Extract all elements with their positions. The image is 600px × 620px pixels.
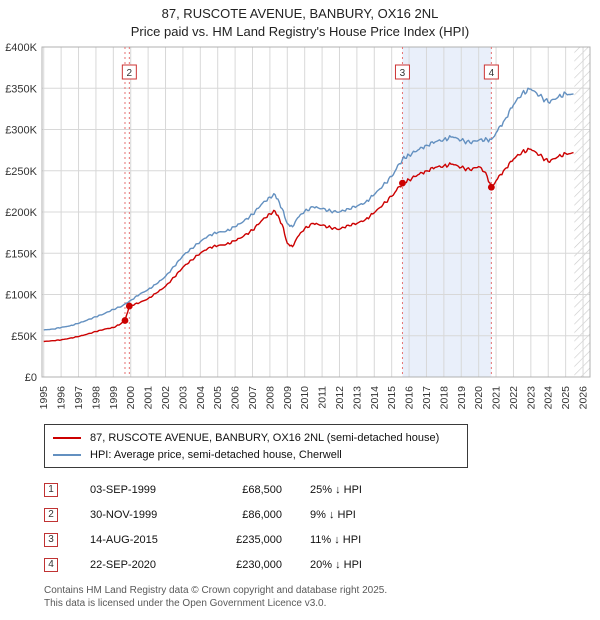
svg-text:2016: 2016 (404, 386, 416, 410)
svg-text:£350K: £350K (5, 84, 37, 96)
svg-text:2008: 2008 (264, 386, 276, 410)
svg-text:2014: 2014 (369, 386, 381, 410)
svg-text:2019: 2019 (456, 386, 468, 410)
svg-text:£300K: £300K (5, 125, 37, 137)
sale-row-4: 4 22-SEP-2020 £230,000 20% ↓ HPI (44, 552, 600, 577)
svg-text:2001: 2001 (143, 386, 155, 410)
sale-number-badge: 2 (44, 507, 58, 522)
legend-item-hpi: HPI: Average price, semi-detached house,… (53, 446, 459, 463)
svg-text:£250K: £250K (5, 166, 37, 178)
sale-price: £230,000 (236, 558, 282, 571)
svg-text:2025: 2025 (560, 386, 572, 410)
svg-text:4: 4 (489, 68, 495, 79)
sale-row-1: 1 03-SEP-1999 £68,500 25% ↓ HPI (44, 477, 600, 502)
svg-text:1998: 1998 (90, 386, 102, 410)
sale-price: £235,000 (236, 533, 282, 546)
sale-hpi-delta: 25% ↓ HPI (310, 483, 362, 496)
sale-hpi-delta: 20% ↓ HPI (310, 558, 362, 571)
sale-date: 14-AUG-2015 (90, 533, 158, 546)
footer-line2: This data is licensed under the Open Gov… (44, 598, 327, 610)
legend-item-property: 87, RUSCOTE AVENUE, BANBURY, OX16 2NL (s… (53, 429, 459, 446)
hpi-line-swatch (53, 453, 81, 456)
svg-text:1999: 1999 (108, 386, 120, 410)
footer: Contains HM Land Registry data © Crown c… (44, 584, 600, 610)
footer-line1: Contains HM Land Registry data © Crown c… (44, 585, 388, 597)
svg-text:2: 2 (127, 68, 133, 79)
price-history-chart: 2 3 4 £0 £50K £100K £150K £200K £250K £300K £350K £… (5, 42, 591, 410)
legend-label-property: 87, RUSCOTE AVENUE, BANBURY, OX16 2NL (s… (90, 431, 440, 444)
svg-text:2006: 2006 (230, 386, 242, 410)
sale-date: 30-NOV-1999 (90, 508, 158, 521)
svg-text:£150K: £150K (5, 249, 37, 261)
svg-text:2000: 2000 (125, 386, 137, 410)
svg-text:£50K: £50K (11, 331, 37, 343)
svg-text:2015: 2015 (386, 386, 398, 410)
sales-table: 1 03-SEP-1999 £68,500 25% ↓ HPI 2 30-NOV… (44, 477, 600, 577)
svg-text:£400K: £400K (5, 42, 37, 54)
legend-label-hpi: HPI: Average price, semi-detached house,… (90, 448, 342, 461)
titles-block: 87, RUSCOTE AVENUE, BANBURY, OX16 2NL Pr… (0, 0, 600, 41)
svg-text:2011: 2011 (317, 386, 329, 409)
page-title: 87, RUSCOTE AVENUE, BANBURY, OX16 2NL (161, 6, 439, 21)
svg-text:2021: 2021 (491, 386, 503, 410)
sale-number-badge: 3 (44, 532, 58, 547)
property-line-swatch (53, 436, 81, 439)
sale-price: £86,000 (242, 508, 282, 521)
svg-text:2005: 2005 (212, 386, 224, 410)
svg-text:2007: 2007 (247, 386, 259, 410)
sale-price: £68,500 (242, 483, 282, 496)
svg-text:2004: 2004 (195, 386, 207, 410)
sale-row-2: 2 30-NOV-1999 £86,000 9% ↓ HPI (44, 502, 600, 527)
chart-legend: 87, RUSCOTE AVENUE, BANBURY, OX16 2NL (s… (44, 424, 468, 469)
svg-text:2009: 2009 (282, 386, 294, 410)
svg-text:£0: £0 (25, 372, 37, 384)
svg-text:2020: 2020 (473, 386, 485, 410)
sale-row-3: 3 14-AUG-2015 £235,000 11% ↓ HPI (44, 527, 600, 552)
svg-text:2024: 2024 (543, 386, 555, 410)
sale-date: 22-SEP-2020 (90, 558, 157, 571)
sale-date: 03-SEP-1999 (90, 483, 157, 496)
svg-text:£200K: £200K (5, 207, 37, 219)
sale-hpi-delta: 9% ↓ HPI (310, 508, 356, 521)
svg-text:2003: 2003 (177, 386, 189, 410)
page-subtitle: Price paid vs. HM Land Registry's House … (130, 24, 470, 40)
svg-text:2013: 2013 (351, 386, 363, 410)
sale-number-badge: 1 (44, 482, 58, 497)
sale-hpi-delta: 11% ↓ HPI (310, 533, 362, 546)
sale-number-badge: 4 (44, 557, 58, 572)
svg-text:2002: 2002 (160, 386, 172, 410)
svg-text:2023: 2023 (525, 386, 537, 410)
svg-text:2017: 2017 (421, 386, 433, 410)
svg-text:1995: 1995 (38, 386, 50, 410)
svg-text:1997: 1997 (73, 386, 85, 410)
svg-text:2022: 2022 (508, 386, 520, 410)
svg-text:2010: 2010 (299, 386, 311, 410)
svg-text:2018: 2018 (438, 386, 450, 410)
svg-text:1996: 1996 (56, 386, 68, 410)
svg-text:£100K: £100K (5, 290, 37, 302)
svg-text:2026: 2026 (578, 386, 590, 410)
svg-text:2012: 2012 (334, 386, 346, 410)
svg-text:3: 3 (400, 68, 406, 79)
